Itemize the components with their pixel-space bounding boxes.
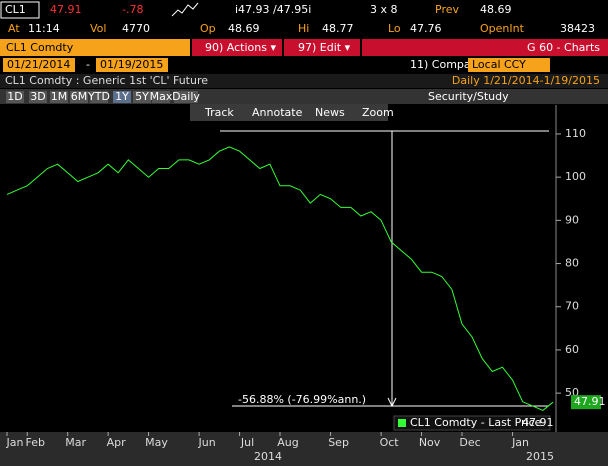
description: CL1 Comdty : Generic 1st 'CL' Future: [5, 74, 208, 87]
prev-label: Prev: [435, 3, 459, 16]
edit-button[interactable]: [284, 39, 360, 56]
stat-value: 38423: [560, 22, 595, 35]
period-button[interactable]: [90, 91, 108, 103]
ticker: CL1: [5, 3, 26, 16]
change: -.78: [122, 3, 143, 16]
toolbar-button[interactable]: Zoom: [362, 106, 394, 119]
toolbar-button[interactable]: Annotate: [252, 106, 303, 119]
date-separator: -: [86, 58, 90, 71]
bid-ask: i47.93 /47.95i: [235, 3, 311, 16]
study[interactable]: Security/Study: [428, 90, 509, 103]
year-label: 2015: [526, 450, 554, 463]
y-tick-label: 110: [565, 127, 586, 140]
toolbar-button[interactable]: News: [315, 106, 345, 119]
legend-value: 47.91: [522, 416, 554, 429]
y-tick-label: 80: [565, 257, 579, 270]
period-button[interactable]: [50, 91, 68, 103]
compare[interactable]: 11) Compare: [410, 58, 482, 71]
function: G 60 - Charts: [527, 41, 600, 54]
toolbar: [190, 104, 388, 121]
stat-value: 11:14: [28, 22, 60, 35]
security: CL1 Comdty: [6, 41, 74, 54]
y-tick-label: 60: [565, 343, 579, 356]
stat-label: OpenInt: [480, 22, 525, 35]
x-tick-label: Aug: [277, 436, 298, 449]
measure-label: -56.88% (-76.99%ann.): [238, 393, 366, 406]
last-price: 47.91: [50, 3, 82, 16]
period-label: 6M: [71, 90, 88, 103]
x-tick-label: Jun: [198, 436, 216, 449]
x-tick-label: Feb: [25, 436, 44, 449]
currency-select[interactable]: [468, 58, 550, 72]
period-button[interactable]: [29, 91, 47, 103]
stat-value: 4770: [122, 22, 150, 35]
sparkline-icon: [171, 2, 199, 17]
period-button[interactable]: [133, 91, 151, 103]
x-tick-label: Jul: [240, 436, 254, 449]
security-box[interactable]: [0, 39, 190, 56]
date-range: Daily 1/21/2014-1/19/2015: [452, 74, 600, 87]
period-label: Daily: [172, 90, 200, 103]
legend-swatch: [398, 419, 406, 427]
function-bar: [362, 39, 608, 56]
actions-button[interactable]: [192, 39, 282, 56]
period-button[interactable]: [70, 91, 88, 103]
x-tick-label: Jan: [6, 436, 24, 449]
x-tick-label: Dec: [459, 436, 480, 449]
x-tick-label: May: [145, 436, 168, 449]
size: 3 x 8: [370, 3, 398, 16]
stat-label: Vol: [90, 22, 106, 35]
ticker-box: [0, 1, 40, 19]
period-buttons: 1D 3D 1M 6M YTD 1Y 5Y Max Daily: [6, 90, 200, 103]
stat-value: 48.69: [228, 22, 260, 35]
period-label: 3D: [30, 90, 45, 103]
period-button[interactable]: [174, 91, 198, 103]
period-label: 1M: [51, 90, 68, 103]
year-label: 2014: [254, 450, 282, 463]
last-price-label: 47.91: [574, 395, 606, 408]
start-date: 01/21/2014: [7, 58, 70, 71]
edit: 97) Edit ▾: [298, 41, 351, 54]
x-tick-label: Apr: [107, 436, 127, 449]
x-tick-label: Jan: [511, 436, 529, 449]
legend-box: [393, 415, 551, 431]
end-date-input[interactable]: [96, 58, 168, 72]
y-tick-label: 70: [565, 300, 579, 313]
x-axis-band: [0, 432, 608, 466]
period-button[interactable]: [6, 91, 24, 103]
currency: Local CCY: [472, 58, 526, 71]
x-tick-label: Oct: [380, 436, 400, 449]
description-bar: [0, 74, 608, 88]
stat-value: 48.77: [322, 22, 354, 35]
stat-label: Op: [200, 22, 216, 35]
last-price-box: [571, 395, 601, 410]
y-tick-label: 90: [565, 213, 579, 226]
end-date: 01/19/2015: [100, 58, 163, 71]
stat-label: At: [8, 22, 20, 35]
x-tick-label: Mar: [65, 436, 86, 449]
period-button[interactable]: [113, 91, 131, 103]
toolbar-buttons: Track Annotate News Zoom: [204, 106, 394, 119]
period-button[interactable]: [152, 91, 170, 103]
toolbar-button[interactable]: Track: [204, 106, 234, 119]
period-label: Max: [150, 90, 173, 103]
period-label: 5Y: [135, 90, 149, 103]
x-tick-label: Sep: [328, 436, 349, 449]
stat-value: 47.76: [410, 22, 442, 35]
period-label: 1Y: [115, 90, 129, 103]
actions: 90) Actions ▾: [205, 41, 276, 54]
stat-label: Hi: [298, 22, 309, 35]
legend-label: CL1 Comdty - Last Price: [410, 416, 542, 429]
x-tick-label: Nov: [419, 436, 441, 449]
stat-label: Lo: [388, 22, 401, 35]
stats-row: At 11:14 Vol 4770 Op 48.69 Hi 48.77 Lo 47.76 OpenI…: [8, 22, 595, 35]
price-line: [6, 146, 554, 411]
y-tick-label: 100: [565, 170, 586, 183]
prev: 48.69: [480, 3, 512, 16]
period-label: YTD: [87, 90, 110, 103]
period-label: 1D: [7, 90, 22, 103]
start-date-input[interactable]: [3, 58, 75, 72]
